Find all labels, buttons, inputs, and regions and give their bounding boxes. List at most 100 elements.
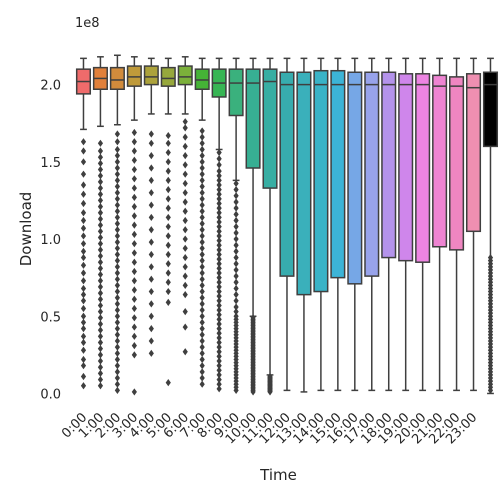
box-iqr [381, 71, 397, 259]
outlier-point [199, 325, 205, 333]
outlier-point [182, 235, 188, 243]
outlier-point [114, 374, 120, 382]
box-iqr [228, 68, 244, 117]
outlier-point [165, 223, 171, 231]
outlier-point [131, 230, 137, 239]
outlier-point [131, 341, 137, 350]
box-iqr [177, 65, 193, 86]
outlier-point [216, 385, 222, 393]
outlier-point [80, 209, 87, 217]
outlier-point [80, 332, 87, 340]
box-19:00 [398, 57, 414, 392]
outlier-point [80, 346, 87, 354]
outlier-point [216, 213, 222, 222]
outlier-point [233, 278, 239, 286]
y-tick-label: 1.0 [40, 233, 61, 248]
outlier-point [216, 232, 222, 240]
outlier-point [216, 260, 222, 268]
outlier-point [97, 252, 104, 260]
box-iqr [465, 73, 482, 233]
outlier-point [216, 264, 222, 272]
outlier-point [233, 308, 239, 316]
outlier-point [216, 380, 222, 388]
outlier-point [97, 153, 104, 161]
outlier-point [216, 329, 222, 337]
outlier-point [216, 209, 222, 217]
outlier-point [131, 165, 137, 174]
outlier-point [131, 175, 137, 183]
outlier-point [182, 118, 188, 126]
outlier-point [114, 355, 120, 364]
outlier-point [216, 343, 222, 351]
outlier-point [97, 246, 104, 254]
outlier-point [233, 192, 239, 200]
outlier-point [114, 158, 120, 166]
outlier-point [233, 204, 239, 212]
outlier-point [233, 284, 239, 293]
outlier-point [80, 190, 87, 198]
outlier-point [148, 226, 154, 234]
outlier-point [182, 216, 188, 225]
outlier-point [148, 130, 154, 138]
x-axis-label: Time [259, 466, 297, 484]
outlier-point [216, 292, 222, 300]
outlier-point [114, 300, 120, 308]
box-6:00 [177, 56, 193, 356]
box-8:00 [211, 57, 227, 393]
outlier-point [182, 124, 188, 132]
outlier-point [97, 363, 104, 371]
outlier-point [80, 253, 87, 262]
outlier-point [131, 295, 137, 303]
outlier-point [131, 249, 137, 257]
outlier-point [216, 186, 222, 194]
box-undefined [482, 57, 499, 395]
outlier-point [216, 172, 222, 180]
outlier-point [199, 250, 205, 259]
outlier-point [97, 375, 104, 384]
box-iqr [347, 71, 363, 285]
outlier-point [114, 325, 120, 333]
outlier-point [114, 189, 120, 197]
box-17:00 [364, 57, 380, 392]
outlier-point [80, 138, 87, 146]
outlier-point [148, 189, 154, 197]
outlier-point [97, 277, 104, 285]
outlier-point [97, 227, 104, 235]
box-5:00 [160, 57, 176, 387]
outlier-point [199, 164, 205, 172]
box-iqr [109, 66, 125, 90]
outlier-point [199, 343, 205, 351]
outlier-point [114, 130, 120, 138]
outlier-point [216, 250, 222, 259]
outlier-point [199, 294, 205, 302]
outlier-point [131, 314, 137, 322]
outlier-point [80, 269, 87, 277]
outlier-point [216, 204, 222, 212]
outlier-point [182, 291, 188, 299]
outlier-point [199, 176, 205, 184]
outlier-point [199, 152, 205, 160]
outlier-point [114, 275, 120, 283]
outlier-point [97, 283, 104, 291]
box-22:00 [449, 57, 465, 392]
outlier-point [216, 176, 222, 184]
outlier-point [114, 145, 120, 154]
y-axis-ticks: 0.0 0.5 1.0 1.5 2.0 [40, 79, 61, 403]
outlier-point [80, 224, 87, 232]
outlier-point [114, 306, 120, 314]
outlier-point [233, 198, 239, 206]
outlier-point [114, 201, 120, 209]
outlier-point [148, 213, 154, 222]
outlier-point [148, 176, 154, 184]
outlier-point [165, 213, 171, 222]
outlier-point [114, 238, 120, 246]
outlier-point [199, 201, 205, 209]
outlier-point [97, 196, 104, 205]
outlier-point [216, 287, 222, 296]
outlier-point [80, 312, 87, 320]
outlier-point [216, 311, 222, 319]
outlier-point [233, 266, 239, 274]
outlier-point [233, 272, 239, 280]
outlier-point [216, 190, 222, 198]
x-axis-ticks: 0:001:002:003:004:005:006:007:008:009:00… [59, 410, 480, 447]
